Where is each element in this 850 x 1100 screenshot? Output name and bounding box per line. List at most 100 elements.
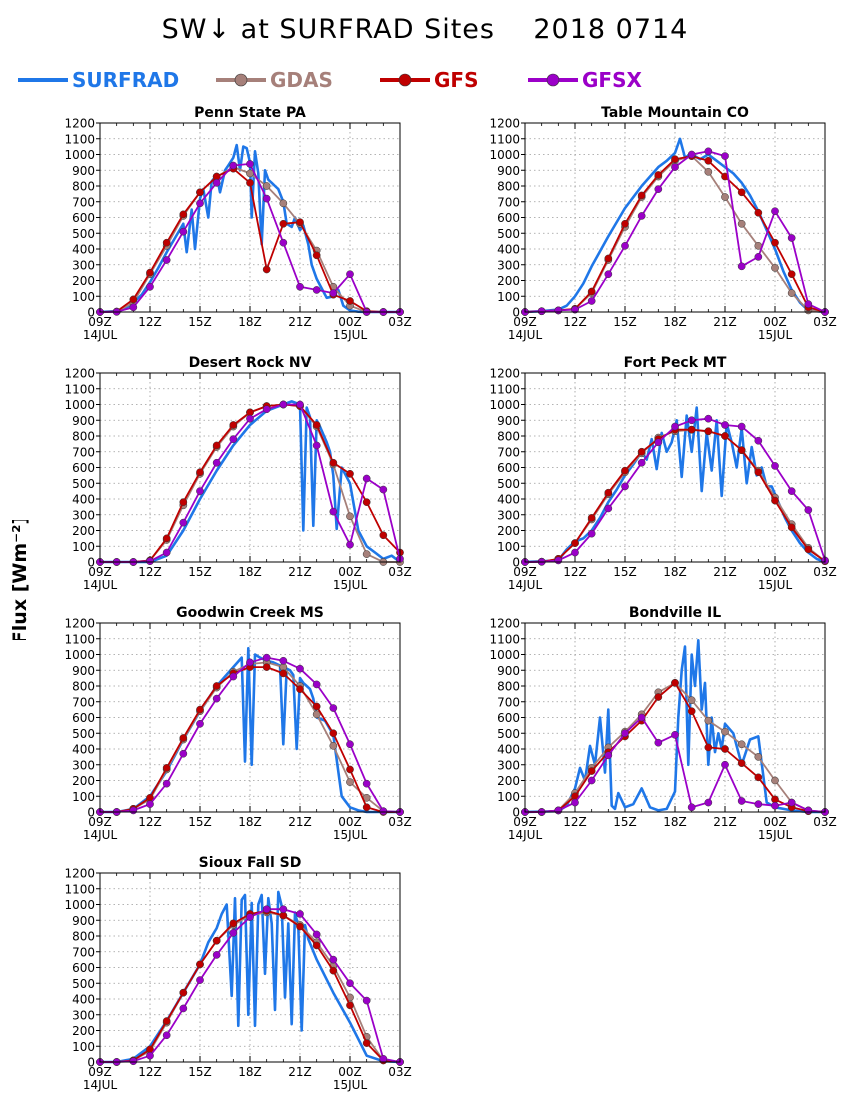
- data-point: [179, 210, 188, 219]
- series-gfsx: [96, 905, 404, 1066]
- x-tick-label: 15Z: [613, 815, 637, 829]
- panel-sioux-fall-sd: Sioux Fall SD010020030040050060070080090…: [64, 855, 411, 1092]
- y-tick-label: 800: [72, 680, 95, 694]
- data-point: [804, 806, 813, 815]
- data-point: [721, 421, 729, 429]
- y-tick-label: 0: [512, 806, 520, 820]
- data-point: [587, 776, 596, 785]
- data-point: [754, 253, 763, 261]
- y-tick-label: 1000: [489, 648, 520, 662]
- x-tick-label: 12Z: [138, 815, 162, 829]
- y-tick-label: 300: [72, 1008, 95, 1022]
- y-tick-label: 600: [72, 211, 95, 225]
- x-date-label: 14JUL: [508, 828, 543, 842]
- data-point: [621, 729, 629, 738]
- y-tick-label: 100: [497, 540, 520, 554]
- data-point: [346, 778, 354, 786]
- x-tick-label: 09Z: [88, 1065, 112, 1079]
- y-tick-label: 600: [72, 461, 95, 475]
- data-point: [737, 188, 746, 197]
- y-tick-label: 500: [72, 977, 95, 991]
- y-tick-label: 900: [72, 664, 95, 678]
- y-tick-label: 700: [72, 945, 95, 959]
- data-point: [262, 905, 271, 914]
- data-point: [279, 219, 288, 228]
- legend-item-gfsx: GFSX: [528, 68, 642, 92]
- data-point: [754, 208, 763, 217]
- y-tick-label: 100: [72, 790, 95, 804]
- data-point: [704, 414, 713, 423]
- x-tick-label: 03Z: [388, 1065, 412, 1079]
- x-date-label: 15JUL: [333, 828, 368, 842]
- y-tick-label: 1200: [489, 617, 520, 631]
- panel-desert-rock-nv: Desert Rock NV01002003004005006007008009…: [64, 355, 411, 592]
- y-tick-label: 1000: [64, 148, 95, 162]
- data-point: [196, 960, 204, 969]
- data-point: [721, 193, 729, 201]
- data-point: [721, 152, 729, 160]
- y-tick-label: 200: [72, 774, 95, 788]
- legend-label: SURFRAD: [72, 68, 179, 92]
- data-point: [737, 797, 746, 805]
- data-point: [362, 996, 371, 1005]
- data-point: [329, 955, 338, 964]
- y-axis-label-text: Flux [Wm⁻²]: [9, 520, 31, 640]
- y-tick-label: 1100: [64, 382, 95, 396]
- y-tick-label: 800: [72, 930, 95, 944]
- data-point: [362, 498, 371, 506]
- data-point: [621, 242, 629, 250]
- panel-title: Desert Rock NV: [189, 355, 312, 371]
- y-tick-label: 800: [72, 430, 95, 444]
- data-point: [296, 685, 304, 694]
- data-point: [212, 682, 221, 690]
- series-line-surfrad: [524, 638, 825, 814]
- data-point: [229, 435, 238, 443]
- data-point: [279, 656, 288, 665]
- y-tick-label: 400: [497, 243, 520, 257]
- y-tick-label: 800: [72, 180, 95, 194]
- data-point: [721, 727, 729, 736]
- x-tick-label: 15Z: [613, 565, 637, 579]
- y-tick-label: 700: [72, 195, 95, 209]
- data-point: [554, 556, 563, 565]
- y-tick-label: 500: [72, 227, 95, 241]
- data-point: [196, 719, 204, 728]
- data-point: [279, 400, 288, 409]
- y-tick-label: 0: [87, 306, 95, 320]
- y-tick-label: 1100: [489, 132, 520, 146]
- data-point: [754, 436, 763, 445]
- series-gfsx: [96, 400, 404, 566]
- data-point: [246, 658, 254, 667]
- data-point: [179, 988, 188, 997]
- y-tick-label: 0: [87, 1056, 95, 1070]
- x-tick-label: 12Z: [563, 315, 587, 329]
- y-tick-label: 1100: [64, 882, 95, 896]
- y-tick-label: 1000: [64, 898, 95, 912]
- data-point: [146, 800, 154, 808]
- data-point: [671, 422, 679, 431]
- y-tick-label: 100: [497, 790, 520, 804]
- data-point: [229, 161, 238, 170]
- data-point: [704, 427, 713, 436]
- data-point: [229, 421, 238, 429]
- y-tick-label: 400: [72, 243, 95, 257]
- data-point: [654, 693, 663, 701]
- y-tick-label: 900: [497, 164, 520, 178]
- data-point: [721, 760, 729, 769]
- data-point: [312, 702, 321, 711]
- data-point: [771, 264, 779, 272]
- data-point: [804, 506, 813, 514]
- data-point: [262, 182, 271, 190]
- x-tick-label: 09Z: [88, 315, 112, 329]
- legend-label: GFS: [434, 68, 478, 92]
- x-tick-label: 00Z: [338, 1065, 362, 1079]
- y-tick-label: 200: [72, 524, 95, 538]
- x-tick-label: 15Z: [188, 815, 212, 829]
- data-point: [754, 468, 763, 477]
- panel-title: Bondville IL: [629, 605, 721, 621]
- data-point: [737, 759, 746, 768]
- data-point: [787, 798, 796, 807]
- data-point: [196, 468, 204, 477]
- x-tick-label: 21Z: [288, 565, 312, 579]
- series-gfsx: [96, 653, 404, 816]
